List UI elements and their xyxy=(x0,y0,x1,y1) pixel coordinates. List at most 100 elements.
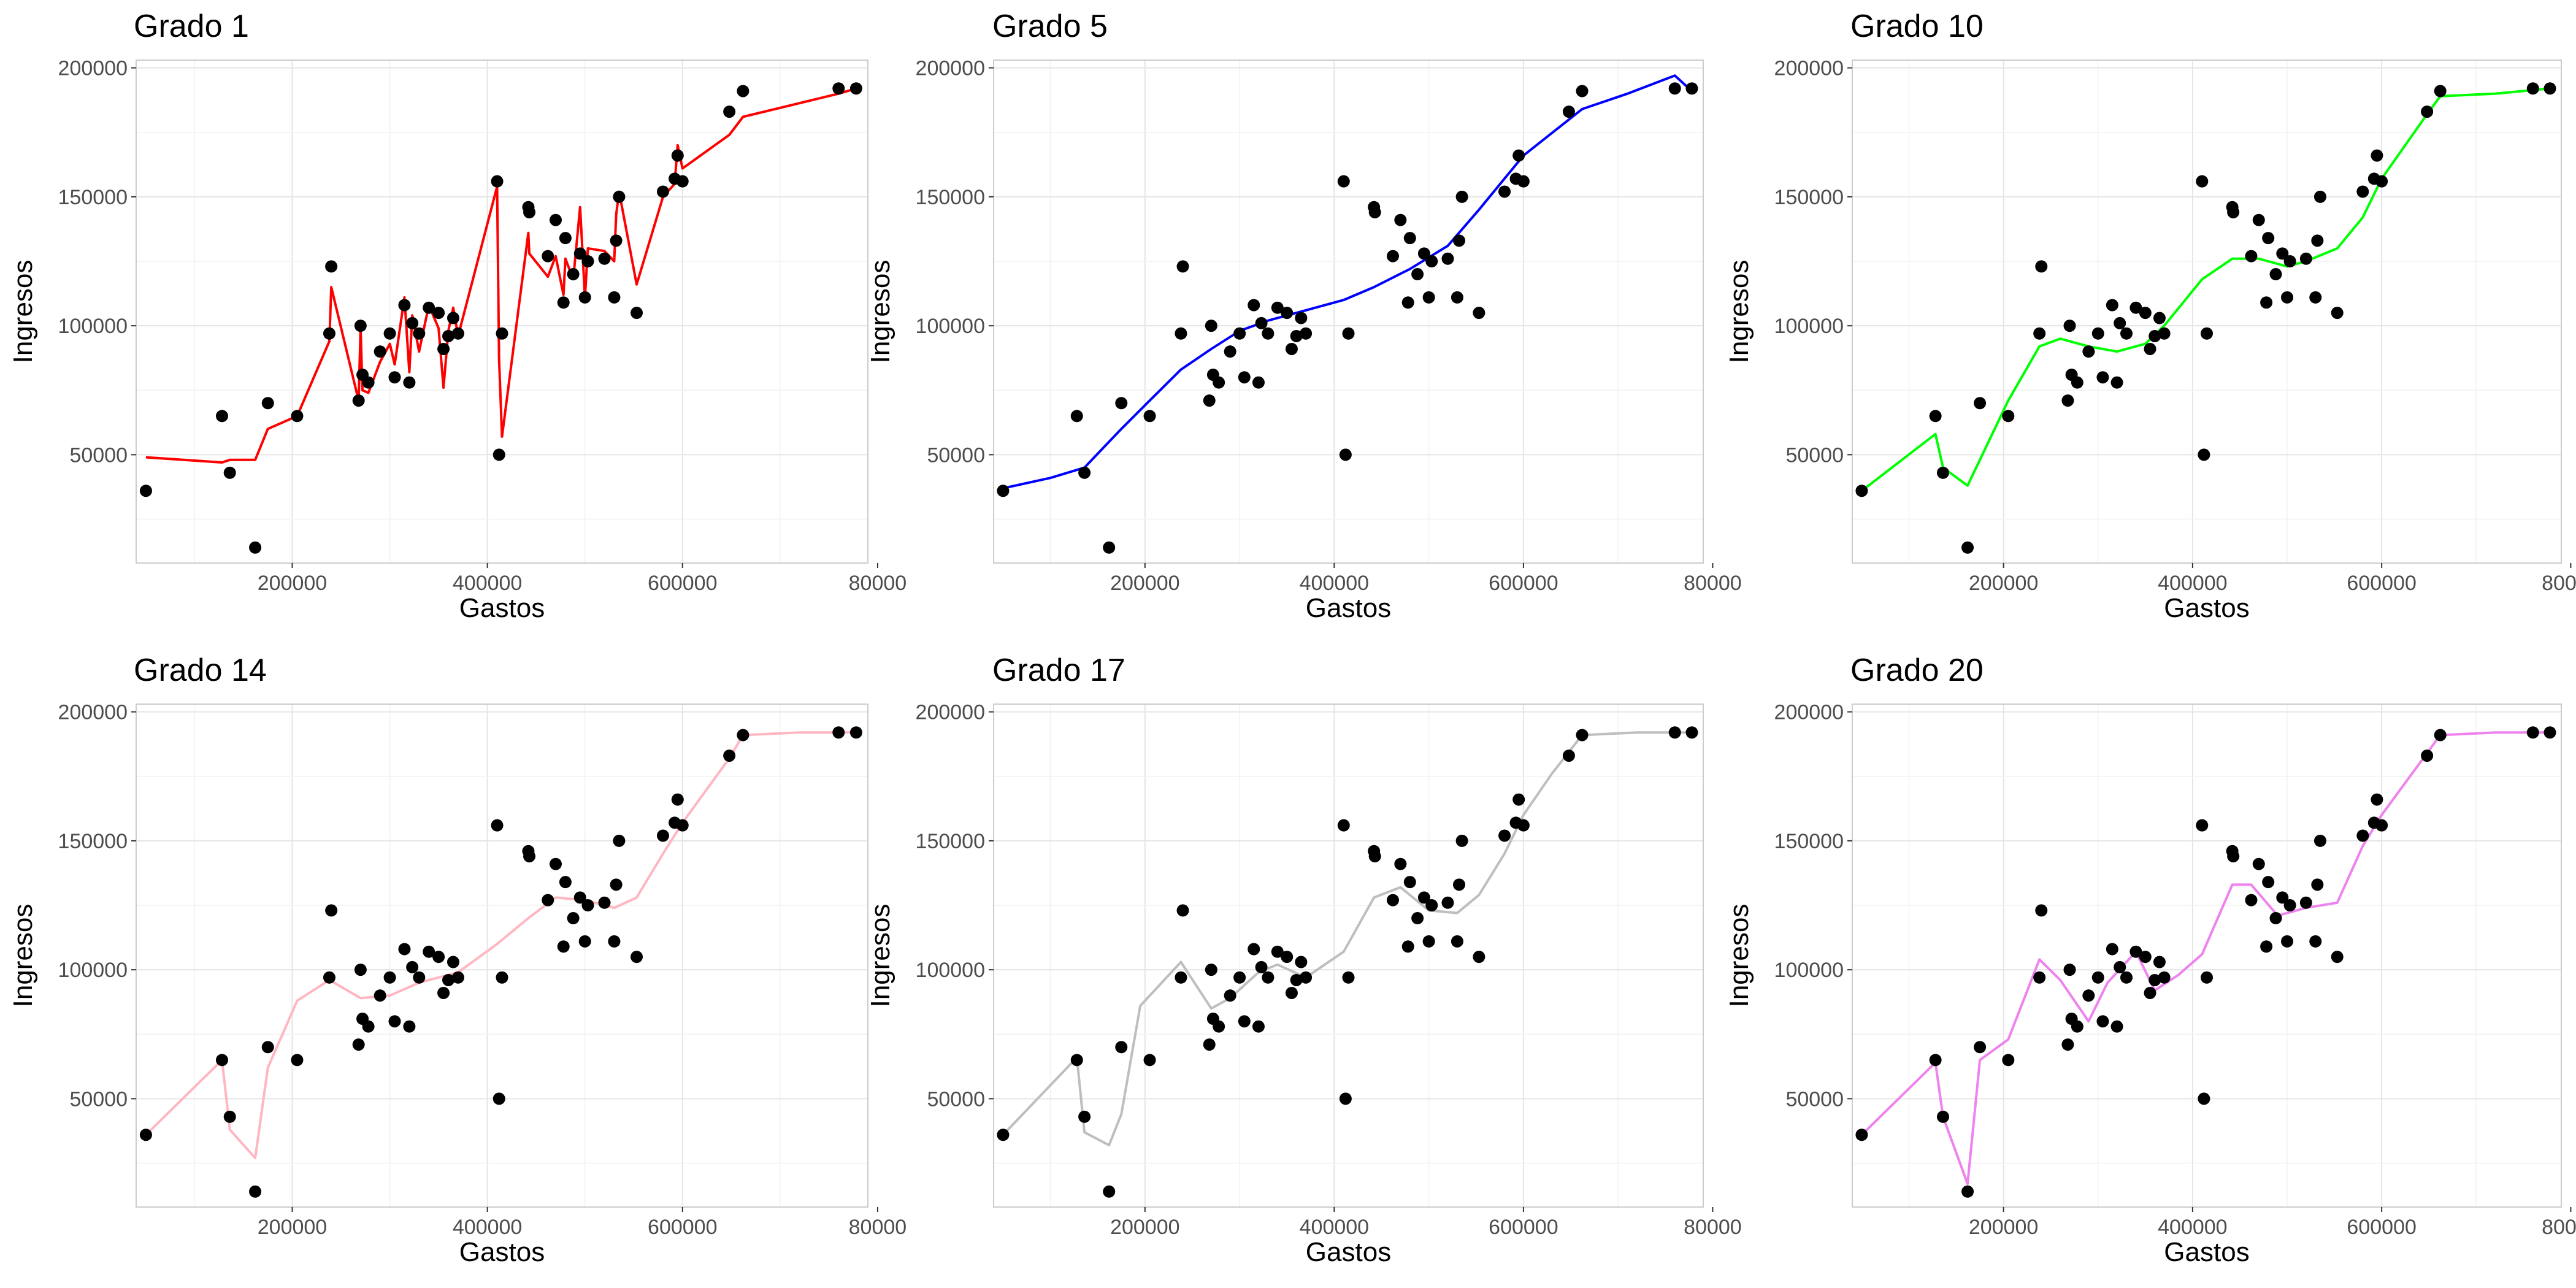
data-point xyxy=(2281,291,2294,304)
data-point xyxy=(1175,327,1187,340)
data-point xyxy=(1078,1110,1091,1123)
data-point xyxy=(413,971,426,984)
data-point xyxy=(2158,971,2171,984)
data-point xyxy=(1936,1110,1949,1123)
data-point xyxy=(1368,206,1381,219)
data-point xyxy=(1248,943,1260,956)
data-point xyxy=(2311,878,2324,891)
y-tick-label: 100000 xyxy=(58,959,128,982)
data-point xyxy=(1961,541,1974,554)
data-point xyxy=(1668,726,1681,739)
data-point xyxy=(1281,307,1294,320)
data-point xyxy=(1205,964,1217,976)
data-point xyxy=(352,394,365,407)
data-point xyxy=(849,726,862,739)
y-tick-label: 100000 xyxy=(1774,959,1844,982)
data-point xyxy=(1576,85,1589,98)
data-point xyxy=(2035,260,2048,273)
data-point xyxy=(496,327,508,340)
data-point xyxy=(2309,291,2322,304)
x-tick-label: 400000 xyxy=(453,572,522,595)
panel-title: Grado 10 xyxy=(1850,9,1984,44)
panel-title: Grado 1 xyxy=(134,9,249,44)
x-tick-label: 80000 xyxy=(1684,572,1742,595)
chart-panel-1: 200000 400000 600000 80000 50000 100000 150000… xyxy=(8,9,907,623)
data-point xyxy=(2356,185,2369,198)
x-tick-label: 600000 xyxy=(648,1216,717,1239)
data-point xyxy=(849,82,862,95)
data-point xyxy=(2198,1092,2210,1105)
x-tick-label: 200000 xyxy=(258,572,327,595)
data-point xyxy=(2269,912,2282,925)
data-point xyxy=(1233,971,1246,984)
data-point xyxy=(1401,940,1414,953)
plot-border xyxy=(1852,59,2562,564)
y-tick-label: 150000 xyxy=(916,186,985,209)
series-line-1 xyxy=(1002,74,1693,490)
data-point xyxy=(567,912,580,925)
data-point xyxy=(2375,175,2388,188)
data-point xyxy=(2356,829,2369,842)
plot-area xyxy=(136,704,868,1207)
data-point xyxy=(1562,749,1575,762)
data-point xyxy=(2299,896,2312,909)
data-point xyxy=(1929,1054,1942,1067)
panel-title: Grado 5 xyxy=(992,9,1108,44)
data-point xyxy=(2252,213,2265,226)
data-point xyxy=(491,819,504,832)
y-axis-title: Ingresos xyxy=(8,904,38,1008)
data-point xyxy=(2262,876,2275,889)
data-point xyxy=(2033,971,2046,984)
data-point xyxy=(1422,935,1435,948)
y-tick-label: 200000 xyxy=(1774,57,1844,80)
data-point xyxy=(1175,971,1187,984)
data-point xyxy=(676,175,689,188)
data-point xyxy=(437,342,450,355)
x-tick-label: 200000 xyxy=(1110,572,1179,595)
data-point xyxy=(2139,951,2152,964)
data-point xyxy=(352,1038,365,1051)
data-point xyxy=(1685,82,1698,95)
data-point xyxy=(1562,105,1575,118)
data-point xyxy=(559,876,572,889)
panel-title: Grado 14 xyxy=(134,653,267,688)
data-point xyxy=(1441,896,1454,909)
data-point xyxy=(2260,296,2273,309)
data-point xyxy=(2082,989,2095,1002)
y-tick-label: 200000 xyxy=(58,57,128,80)
data-point xyxy=(403,1020,416,1033)
data-point xyxy=(2071,376,2083,389)
series-line-1 xyxy=(145,731,856,1160)
data-point xyxy=(2245,894,2258,907)
data-point xyxy=(215,1054,228,1067)
data-point xyxy=(1300,971,1313,984)
data-point xyxy=(1262,327,1275,340)
data-point xyxy=(1285,986,1298,999)
data-point xyxy=(383,971,396,984)
data-point xyxy=(1411,268,1424,281)
y-tick-label: 150000 xyxy=(58,830,128,853)
chart-panel-6: 200000 400000 600000 80000 50000 100000 150000… xyxy=(1724,653,2576,1267)
data-point xyxy=(1441,252,1454,265)
data-point xyxy=(406,316,419,329)
y-tick-label: 150000 xyxy=(1774,830,1844,853)
plot-area xyxy=(136,60,868,563)
data-point xyxy=(613,190,626,203)
data-point xyxy=(1974,1041,1987,1054)
data-point xyxy=(2283,255,2296,267)
x-tick-label: 600000 xyxy=(2347,1216,2416,1239)
data-point xyxy=(2063,964,2076,976)
data-point xyxy=(608,291,621,304)
data-point xyxy=(1103,1185,1116,1198)
data-point xyxy=(737,729,749,742)
data-point xyxy=(2526,82,2539,95)
data-point xyxy=(581,899,594,911)
data-point xyxy=(2434,729,2447,742)
data-point xyxy=(2371,793,2383,806)
data-point xyxy=(2002,1054,2015,1067)
plot-area xyxy=(994,704,1703,1207)
data-point xyxy=(291,1054,304,1067)
data-point xyxy=(1290,329,1303,342)
x-tick-label: 400000 xyxy=(2158,572,2227,595)
data-point xyxy=(2331,307,2344,320)
